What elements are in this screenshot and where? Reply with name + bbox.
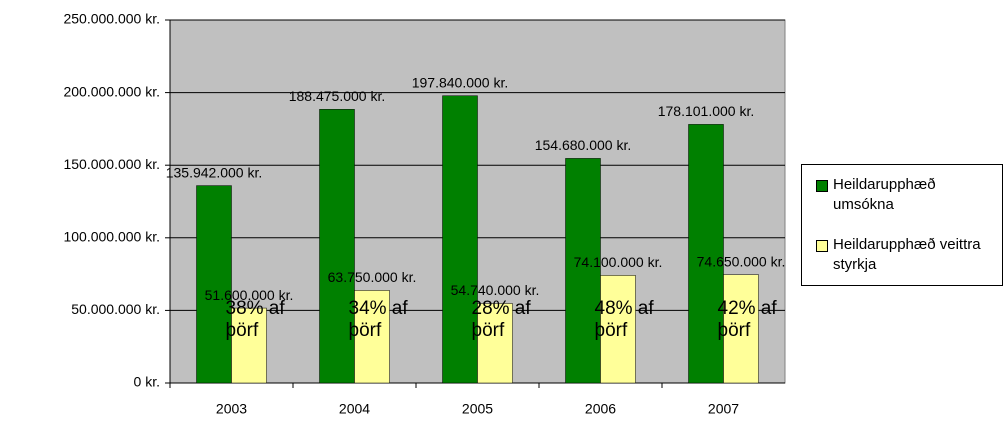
bar [231,307,267,384]
bar [196,185,232,384]
value-label: 74.650.000 kr. [697,253,786,269]
bar [688,124,724,384]
legend-entry: Heildarupphæð umsókna [816,175,983,215]
x-tick-label: 2004 [339,401,370,417]
annotation: 42% af þörf [717,298,777,341]
value-label: 63.750.000 kr. [328,269,417,285]
bar [600,275,636,384]
legend-label: Heildarupphæð umsókna [833,176,936,213]
y-tick-label: 50.000.000 kr. [71,301,160,317]
annotation: 38% af þörf [225,298,285,341]
x-tick-label: 2006 [585,401,616,417]
bar [565,158,601,384]
value-label: 178.101.000 kr. [658,103,755,119]
value-label: 51.600.000 kr. [205,287,294,303]
value-label: 188.475.000 kr. [289,88,386,104]
value-label: 54.740.000 kr. [451,282,540,298]
bar [723,274,759,384]
bar [354,290,390,384]
bar [319,109,355,384]
legend-swatch [816,240,828,252]
y-tick-label: 250.000.000 kr. [63,11,160,27]
y-tick-label: 150.000.000 kr. [63,156,160,172]
annotation: 28% af þörf [471,298,531,341]
value-label: 197.840.000 kr. [412,74,509,90]
y-tick-label: 100.000.000 kr. [63,229,160,245]
x-tick-label: 2005 [462,401,493,417]
annotation: 34% af þörf [348,298,408,341]
bar [477,303,513,384]
x-tick-label: 2003 [216,401,247,417]
value-label: 154.680.000 kr. [535,137,632,153]
value-label: 74.100.000 kr. [574,254,663,270]
y-tick-label: 0 kr. [134,374,160,390]
y-tick-label: 200.000.000 kr. [63,83,160,99]
annotation: 48% af þörf [594,298,654,341]
x-tick-label: 2007 [708,401,739,417]
legend-swatch [816,180,828,192]
legend-entry: Heildarupphæð veittra styrkja [816,235,983,275]
legend: Heildarupphæð umsókna Heildarupphæð veitt… [801,164,1003,286]
bar [442,95,478,384]
legend-label: Heildarupphæð veittra styrkja [833,236,981,273]
value-label: 135.942.000 kr. [166,164,263,180]
